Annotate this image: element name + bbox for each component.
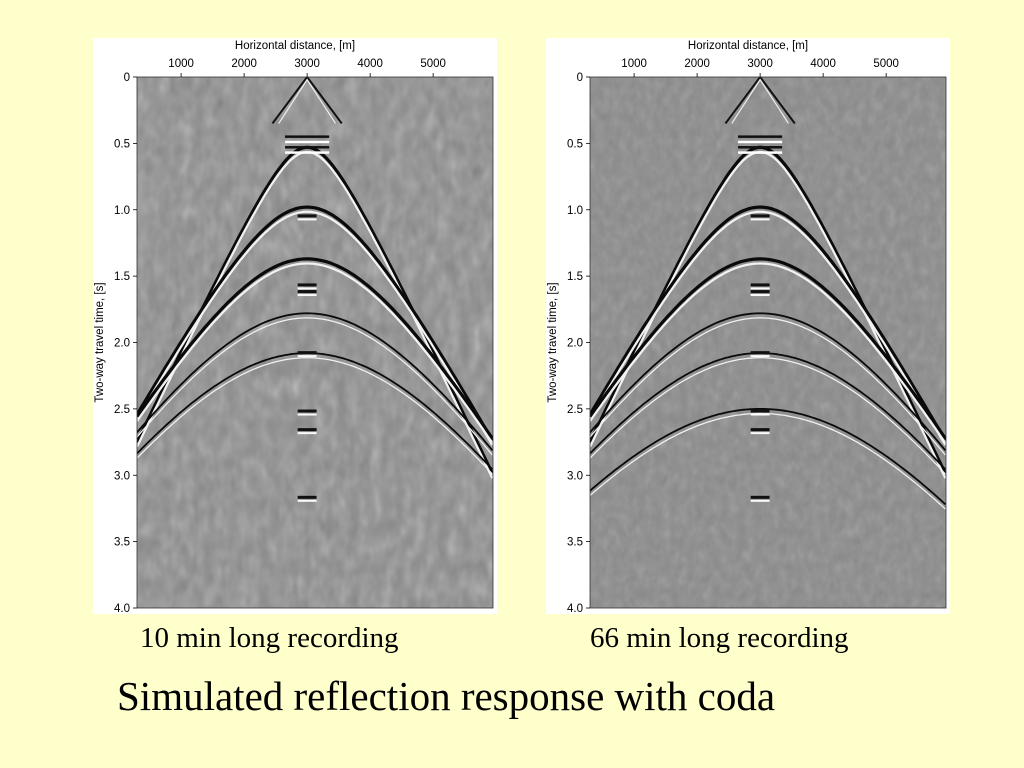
coda-spot	[750, 214, 770, 218]
y-tick-label: 3.5	[567, 537, 583, 549]
coda-spot	[297, 290, 317, 294]
coda-spot-sidelobe	[750, 499, 770, 502]
y-tick-label: 1.0	[114, 205, 130, 217]
apex-band	[285, 135, 330, 138]
coda-spot	[750, 283, 770, 287]
reflection-event	[590, 408, 946, 505]
coda-spot-sidelobe	[297, 499, 317, 502]
y-tick-label: 0	[124, 72, 130, 84]
y-tick-label: 2.0	[567, 338, 583, 350]
coda-spot	[750, 409, 770, 413]
reflection-event-sidelobe	[590, 357, 946, 475]
seismic-panel-10min: Horizontal distance, [m] 1000 2000 3000 4000…	[93, 38, 497, 614]
coda-spot	[297, 428, 317, 432]
coda-spot-sidelobe	[750, 413, 770, 416]
direct-wave-sidelobe	[278, 78, 336, 124]
y-tick-label: 4.0	[567, 603, 583, 614]
coda-spot	[750, 290, 770, 294]
x-tick-label: 3000	[294, 58, 320, 70]
reflection-event	[590, 257, 946, 440]
x-tick-label: 3000	[747, 58, 773, 70]
reflection-event	[590, 312, 946, 451]
reflection-event	[590, 205, 946, 442]
seismic-svg: Horizontal distance, [m] 1000 2000 3000 4000…	[547, 40, 947, 614]
x-tick-label: 4000	[357, 58, 383, 70]
coda-spot-sidelobe	[297, 355, 317, 358]
coda-spot	[750, 351, 770, 355]
coda-spot-sidelobe	[750, 432, 770, 435]
apex-band	[285, 140, 330, 144]
x-axis-title: Horizontal distance, [m]	[235, 40, 355, 52]
x-axis-title: Horizontal distance, [m]	[688, 40, 808, 52]
y-tick-label: 2.5	[567, 404, 583, 416]
y-axis-title: Two-way travel time, [s]	[94, 282, 106, 402]
y-tick-label: 0.5	[114, 138, 130, 150]
x-tick-label: 5000	[420, 58, 446, 70]
y-axis-title: Two-way travel time, [s]	[547, 282, 559, 402]
y-tick-label: 2.0	[114, 338, 130, 350]
coda-spot-sidelobe	[297, 413, 317, 416]
reflection-event-sidelobe	[590, 262, 946, 444]
y-tick-label: 1.5	[567, 271, 583, 283]
y-tick-label: 1.5	[114, 271, 130, 283]
x-tick-label: 2000	[684, 58, 710, 70]
x-tick-label: 2000	[231, 58, 257, 70]
x-tick-label: 5000	[873, 58, 899, 70]
coda-spot	[297, 495, 317, 499]
y-tick-label: 3.0	[567, 470, 583, 482]
seismic-svg: Horizontal distance, [m] 1000 2000 3000 4000…	[94, 40, 494, 614]
direct-wave-sidelobe	[731, 78, 789, 124]
apex-band	[285, 146, 330, 149]
reflection-event-sidelobe	[137, 357, 493, 475]
coda-spot	[750, 428, 770, 432]
y-tick-label: 2.5	[114, 404, 130, 416]
coda-spot-sidelobe	[297, 218, 317, 221]
coda-spot-sidelobe	[750, 294, 770, 297]
apex-band	[285, 151, 330, 154]
coda-spot	[297, 351, 317, 355]
reflection-event-sidelobe	[590, 317, 946, 456]
caption-10min: 10 min long recording	[140, 622, 399, 654]
coda-spot-sidelobe	[750, 218, 770, 221]
reflection-event-sidelobe	[137, 317, 493, 456]
apex-band	[738, 146, 783, 149]
reflection-event-sidelobe	[137, 262, 493, 444]
coda-spot-sidelobe	[750, 287, 770, 290]
x-tick-label: 1000	[621, 58, 647, 70]
reflection-event-sidelobe	[590, 210, 946, 446]
y-tick-label: 0	[577, 72, 583, 84]
reflection-event	[137, 312, 493, 451]
coda-spot	[297, 214, 317, 218]
y-tick-label: 3.0	[114, 470, 130, 482]
reflection-event	[137, 205, 493, 442]
direct-wave	[724, 77, 796, 125]
seismic-panel-66min: Horizontal distance, [m] 1000 2000 3000 4000…	[546, 38, 950, 614]
direct-wave	[271, 77, 343, 125]
coda-spot-sidelobe	[297, 287, 317, 290]
reflection-event	[137, 257, 493, 440]
apex-band	[738, 140, 783, 144]
y-tick-label: 4.0	[114, 603, 130, 614]
coda-spot-sidelobe	[297, 432, 317, 435]
coda-spot	[297, 409, 317, 413]
apex-band	[738, 135, 783, 138]
reflection-event-sidelobe	[137, 210, 493, 446]
coda-spot-sidelobe	[297, 294, 317, 297]
x-tick-label: 1000	[168, 58, 194, 70]
apex-band	[738, 151, 783, 154]
y-tick-label: 1.0	[567, 205, 583, 217]
caption-66min: 66 min long recording	[590, 622, 849, 654]
coda-spot-sidelobe	[750, 355, 770, 358]
coda-spot	[750, 495, 770, 499]
y-tick-label: 3.5	[114, 537, 130, 549]
slide-title: Simulated reflection response with coda	[117, 673, 776, 719]
y-tick-label: 0.5	[567, 138, 583, 150]
coda-spot	[297, 283, 317, 287]
x-tick-label: 4000	[810, 58, 836, 70]
